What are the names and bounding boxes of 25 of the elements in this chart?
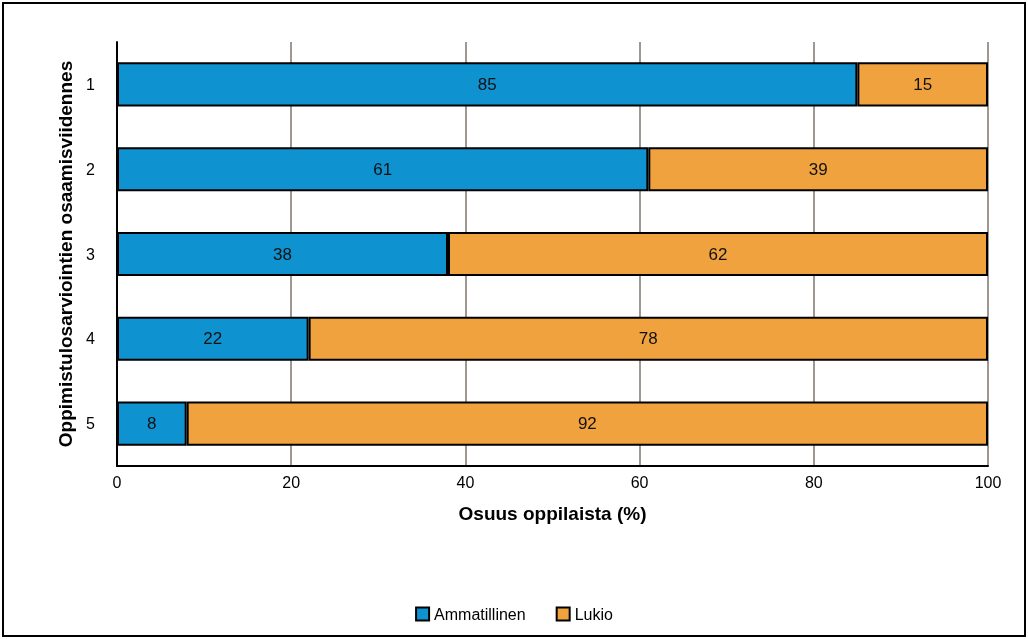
data-label: 92 [577, 414, 597, 434]
x-tick-label: 100 [974, 473, 1002, 491]
y-tick-label: 2 [86, 160, 96, 178]
y-tick-label: 1 [86, 75, 96, 93]
y-tick-label: 3 [86, 245, 96, 263]
data-label: 38 [273, 244, 292, 264]
x-tick-label: 0 [112, 473, 122, 491]
x-axis-title: Osuus oppilaista (%) [458, 503, 647, 524]
legend-label: Ammatillinen [434, 605, 526, 623]
data-label: 8 [147, 414, 157, 434]
x-tick-label: 40 [456, 473, 475, 491]
data-label: 39 [808, 159, 828, 179]
data-label: 85 [477, 74, 497, 94]
data-label: 78 [638, 329, 658, 349]
legend-label: Lukio [574, 605, 614, 623]
data-label: 22 [203, 329, 223, 349]
data-label: 61 [373, 159, 393, 179]
y-axis-title: Oppimistulosarviointien osaamisviidennes [55, 60, 76, 448]
y-tick-label: 5 [86, 415, 96, 433]
x-tick-label: 60 [630, 473, 649, 491]
data-label: 15 [913, 74, 933, 94]
y-tick-label: 4 [86, 330, 96, 348]
x-tick-label: 80 [804, 473, 823, 491]
x-tick-label: 20 [282, 473, 301, 491]
data-label: 62 [708, 244, 728, 264]
